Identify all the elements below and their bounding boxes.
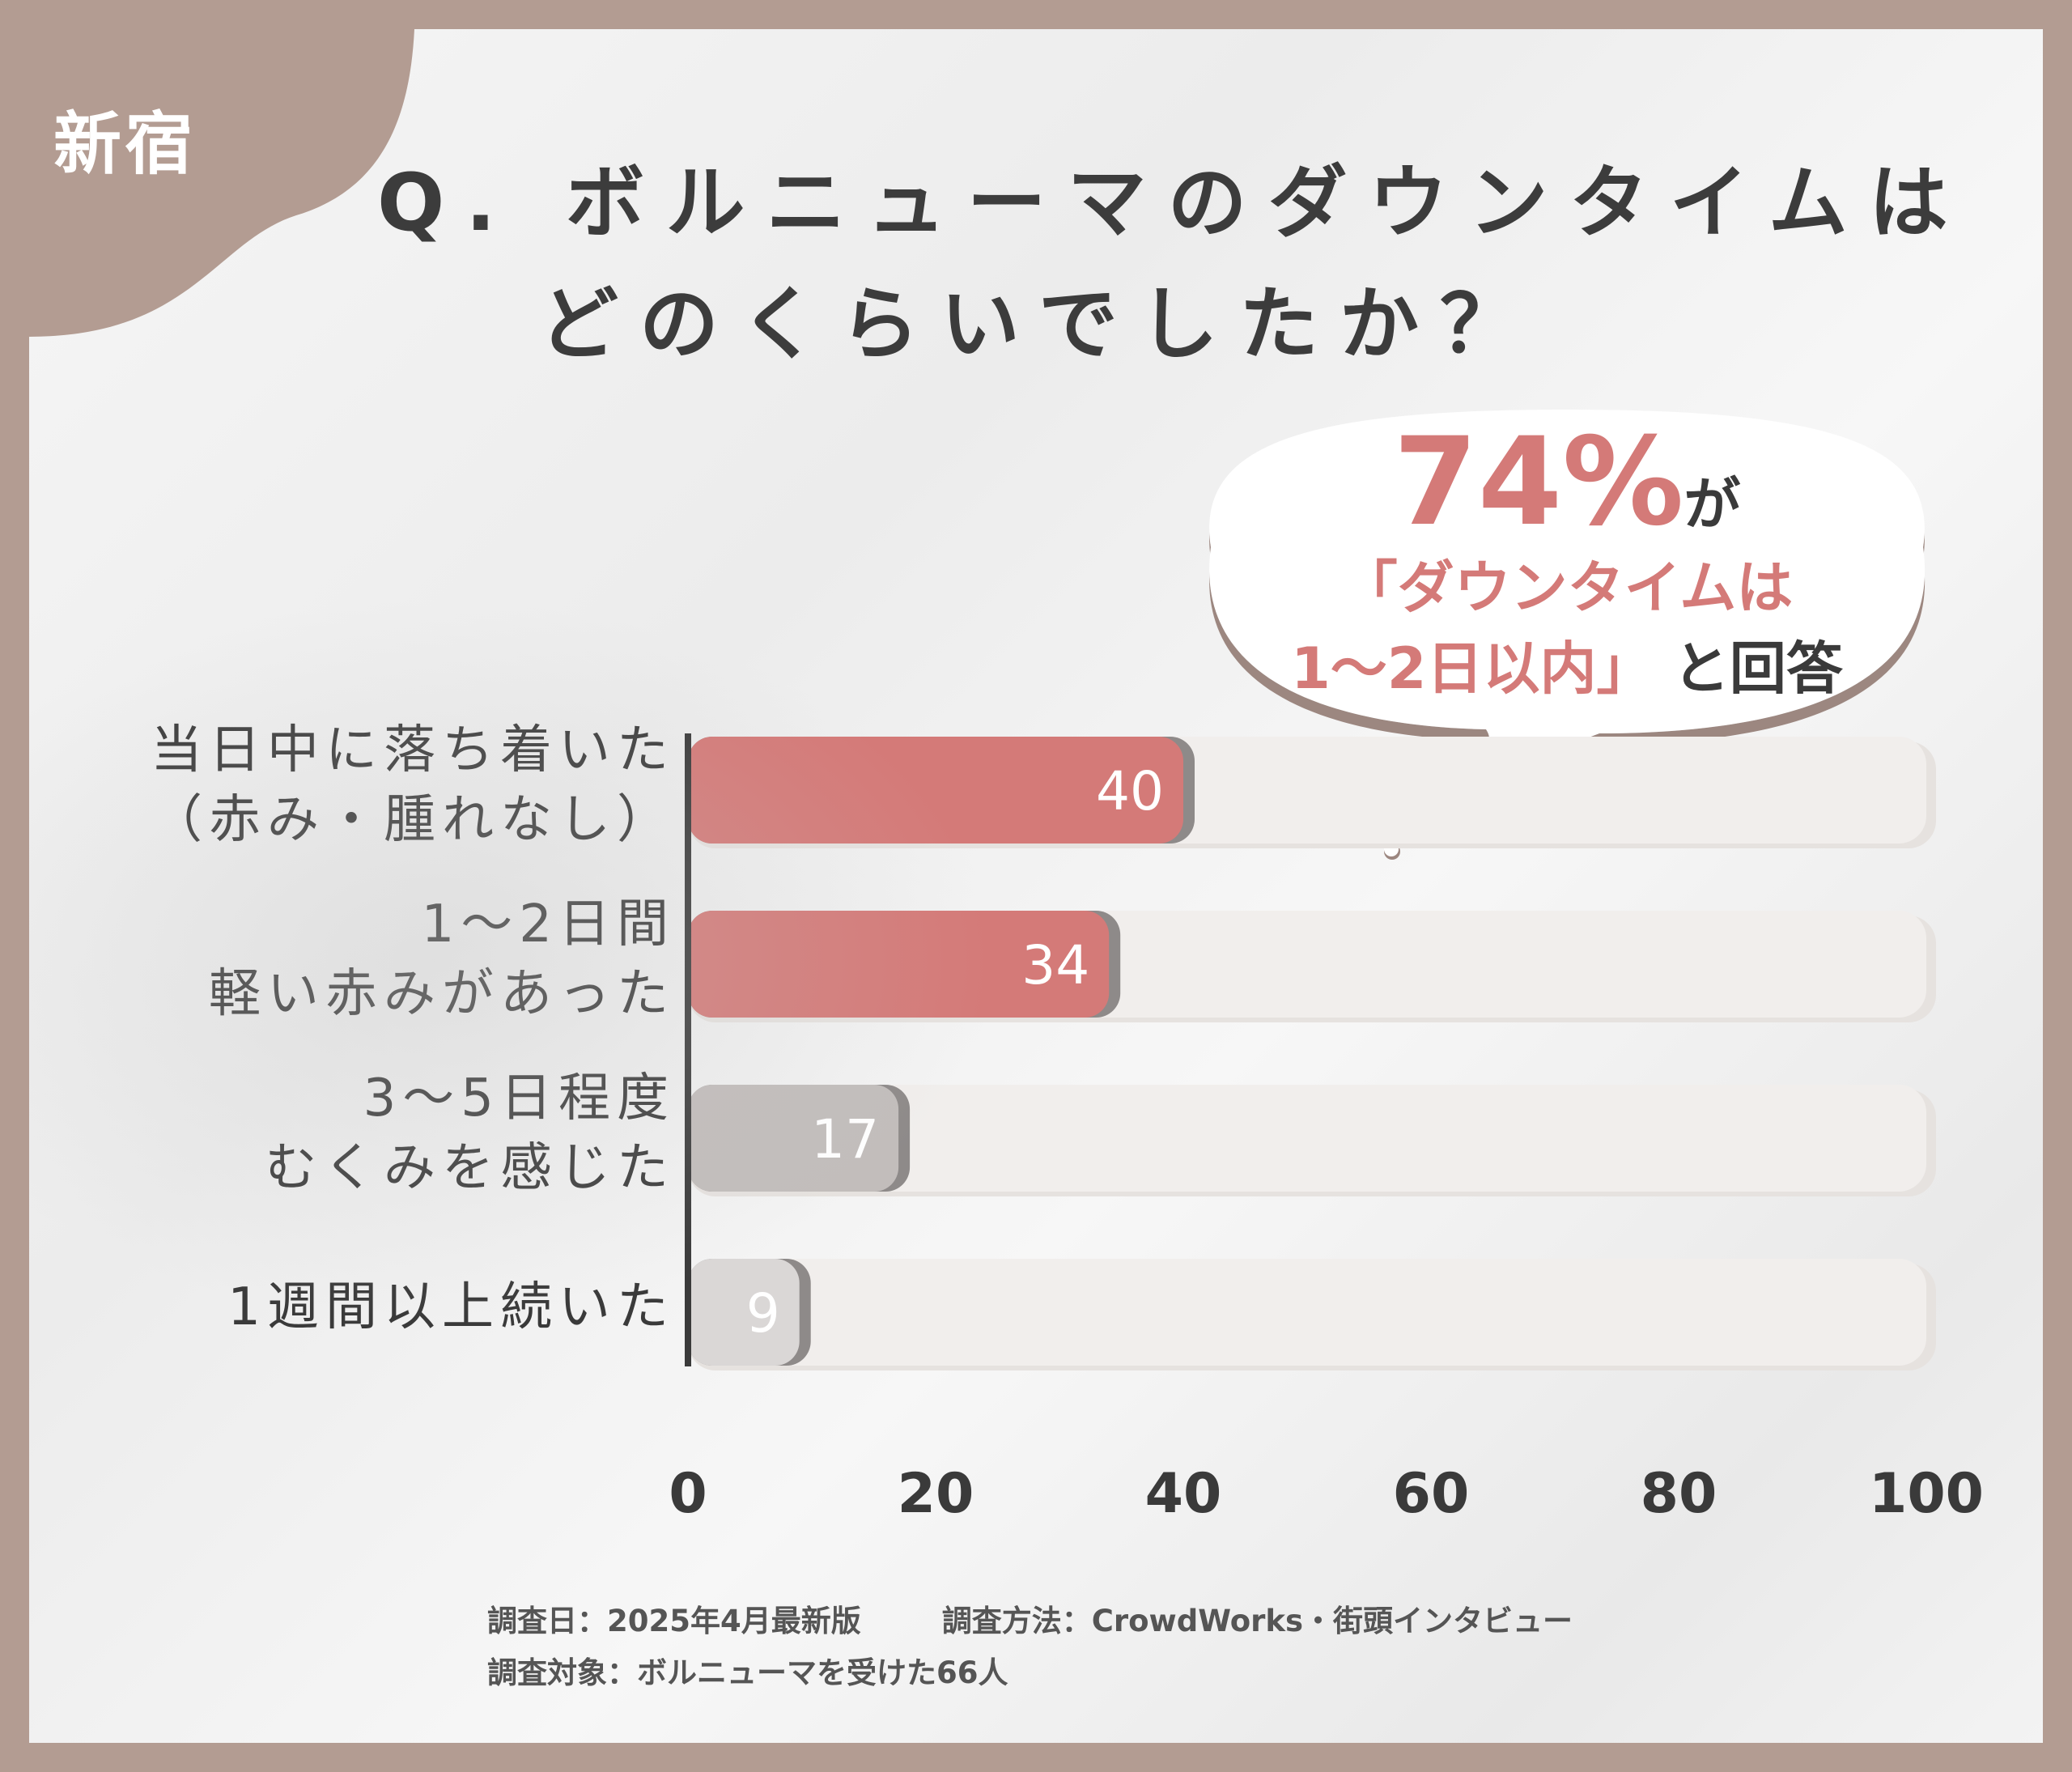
bar — [688, 737, 1183, 844]
x-tick-label: 0 — [669, 1462, 707, 1526]
callout-text: 74%が 「ダウンタイムは 1～2日以内」 と回答 — [1178, 418, 1955, 709]
bar-value-label: 34 — [1021, 934, 1089, 996]
question-title: Q. ボルニューマのダウンタイムは どのくらいでしたか？ — [377, 142, 1996, 385]
category-label-line: 3～5日程度 — [363, 1069, 675, 1128]
x-tick-label: 60 — [1393, 1462, 1470, 1526]
category-label: 3～5日程度むくみを感じた — [92, 1064, 675, 1203]
x-tick-label: 20 — [898, 1462, 974, 1526]
title-line-2: どのくらいでしたか？ — [539, 278, 1541, 371]
category-label: 当日中に落ち着いた （赤み・腫れなし） — [92, 716, 675, 855]
speech-bubble — [1209, 410, 1926, 766]
callout-percent: 74% — [1393, 412, 1684, 553]
category-label-line: 軽い赤みがあった — [209, 964, 675, 1024]
callout-line-3: 1～2日以内」 — [1291, 635, 1654, 702]
bar-track — [688, 1259, 1926, 1366]
x-tick-label: 100 — [1869, 1462, 1984, 1526]
callout-line-2: 「ダウンタイムは — [1340, 555, 1794, 621]
category-label: 1～2日間軽い赤みがあった — [92, 890, 675, 1029]
category-label-line: むくみを感じた — [265, 1138, 675, 1198]
category-label: 1週間以上続いた — [92, 1273, 675, 1342]
callout-answer: と回答 — [1672, 635, 1843, 702]
x-tick-label: 40 — [1145, 1462, 1222, 1526]
title-line-1: Q. ボルニューマのダウンタイムは — [377, 157, 1969, 249]
bar-track — [688, 1085, 1926, 1192]
survey-date: 調査日：2025年4月最新版 — [487, 1604, 861, 1638]
category-label-line: 1～2日間 — [421, 894, 675, 954]
bar — [688, 1085, 899, 1192]
location-badge: 新宿 — [53, 104, 197, 184]
corner-blob — [29, 29, 414, 337]
survey-footer: 調査日：2025年4月最新版 調査方法：CrowdWorks・街頭インタビュー 調… — [487, 1596, 1944, 1699]
survey-subjects: 調査対象：ボルニューマを受けた66人 — [487, 1655, 1008, 1690]
infographic-card: 新宿 Q. ボルニューマのダウンタイムは どのくらいでしたか？ 74%が 「ダウ… — [29, 29, 2043, 1743]
bar-value-label: 40 — [1096, 760, 1164, 822]
bar-value-label: 9 — [746, 1282, 780, 1345]
bar-chart: 40 34 17 9 0 20 40 60 80 100 — [669, 733, 1984, 1526]
category-label-line: 当日中に落ち着いた — [151, 720, 675, 780]
callout-ga: が — [1684, 471, 1741, 538]
category-label-line: 1週間以上続いた — [227, 1277, 675, 1337]
bar-value-label: 17 — [811, 1108, 879, 1171]
x-tick-label: 80 — [1641, 1462, 1717, 1526]
bar — [688, 1259, 800, 1366]
category-label-line: （赤み・腫れなし） — [151, 790, 675, 850]
survey-method: 調査方法：CrowdWorks・街頭インタビュー — [941, 1604, 1573, 1638]
bar — [688, 911, 1110, 1018]
